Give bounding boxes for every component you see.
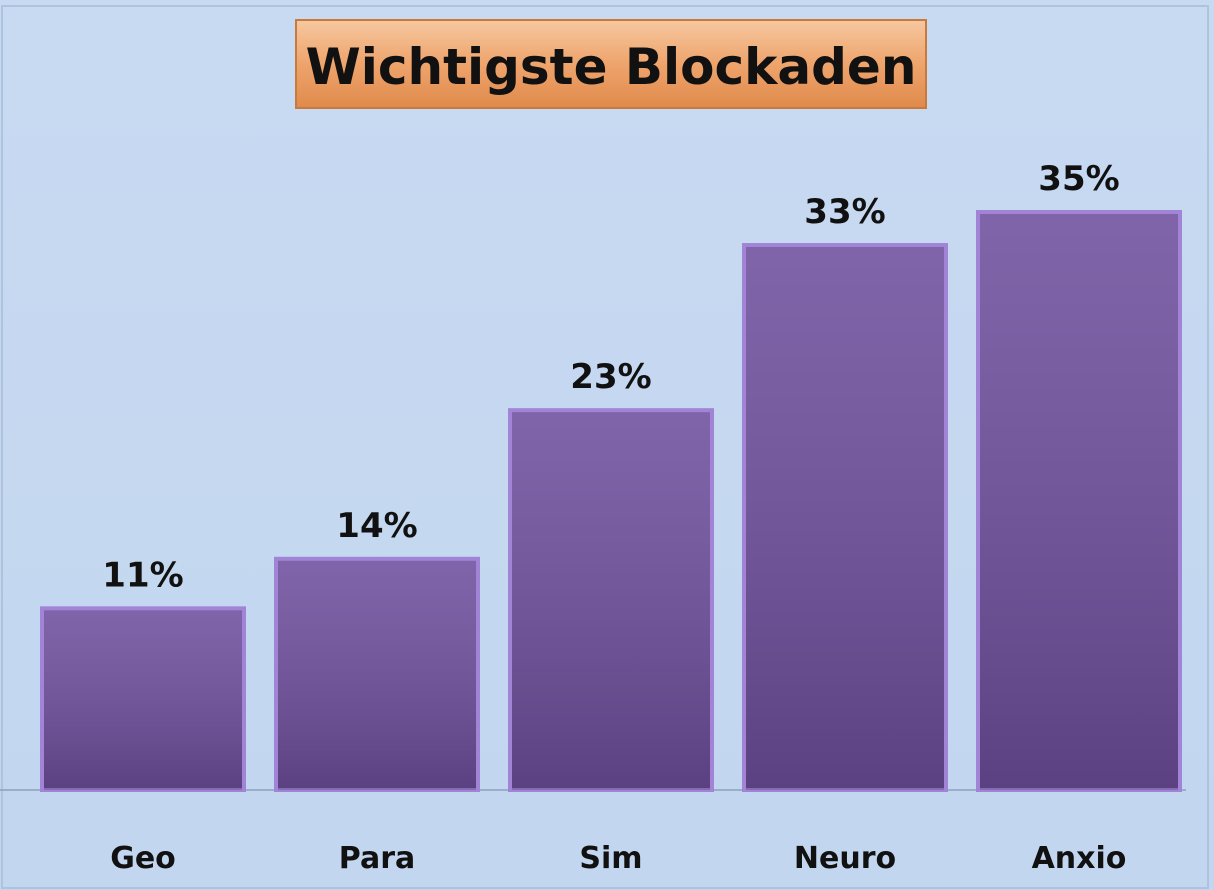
data-label: 33% bbox=[804, 192, 885, 232]
data-label: 23% bbox=[570, 357, 651, 397]
chart-title: Wichtigste Blockaden bbox=[306, 38, 917, 96]
frame bbox=[1, 5, 1209, 889]
data-label: 11% bbox=[102, 555, 183, 595]
bar bbox=[508, 408, 714, 792]
data-label: 35% bbox=[1038, 159, 1119, 199]
bar bbox=[40, 606, 246, 792]
bar bbox=[976, 210, 1182, 792]
bar bbox=[742, 243, 948, 792]
x-tick-label: Geo bbox=[110, 841, 176, 876]
bar bbox=[274, 556, 480, 792]
title-box bbox=[295, 19, 927, 109]
x-tick-label: Neuro bbox=[794, 841, 896, 876]
x-tick-label: Para bbox=[339, 841, 415, 876]
data-label: 14% bbox=[336, 506, 417, 546]
x-tick-label: Sim bbox=[579, 841, 642, 876]
x-tick-label: Anxio bbox=[1032, 841, 1127, 876]
